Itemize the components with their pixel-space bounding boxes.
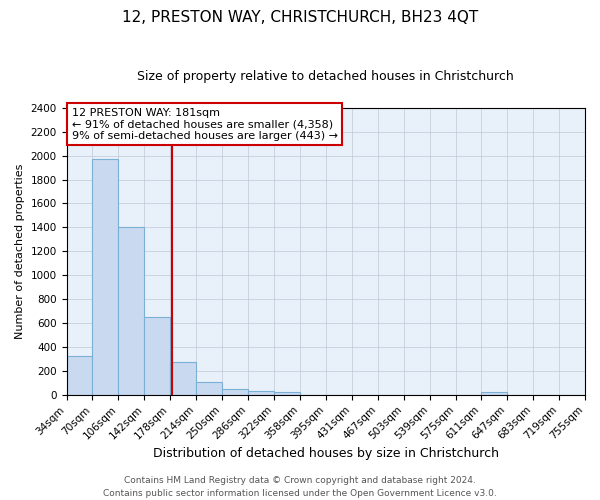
Bar bbox=[144, 316, 170, 395]
Text: 12 PRESTON WAY: 181sqm
← 91% of detached houses are smaller (4,358)
9% of semi-d: 12 PRESTON WAY: 181sqm ← 91% of detached… bbox=[72, 108, 338, 141]
Bar bbox=[196, 382, 222, 395]
Title: Size of property relative to detached houses in Christchurch: Size of property relative to detached ho… bbox=[137, 70, 514, 83]
Bar bbox=[92, 158, 118, 395]
Bar bbox=[222, 390, 248, 395]
Y-axis label: Number of detached properties: Number of detached properties bbox=[15, 164, 25, 339]
Bar bbox=[170, 362, 196, 395]
Bar bbox=[118, 228, 144, 395]
Bar bbox=[67, 356, 92, 395]
Bar bbox=[481, 392, 508, 395]
Bar bbox=[248, 392, 274, 395]
Bar bbox=[274, 392, 299, 395]
Text: Contains HM Land Registry data © Crown copyright and database right 2024.
Contai: Contains HM Land Registry data © Crown c… bbox=[103, 476, 497, 498]
X-axis label: Distribution of detached houses by size in Christchurch: Distribution of detached houses by size … bbox=[153, 447, 499, 460]
Text: 12, PRESTON WAY, CHRISTCHURCH, BH23 4QT: 12, PRESTON WAY, CHRISTCHURCH, BH23 4QT bbox=[122, 10, 478, 25]
